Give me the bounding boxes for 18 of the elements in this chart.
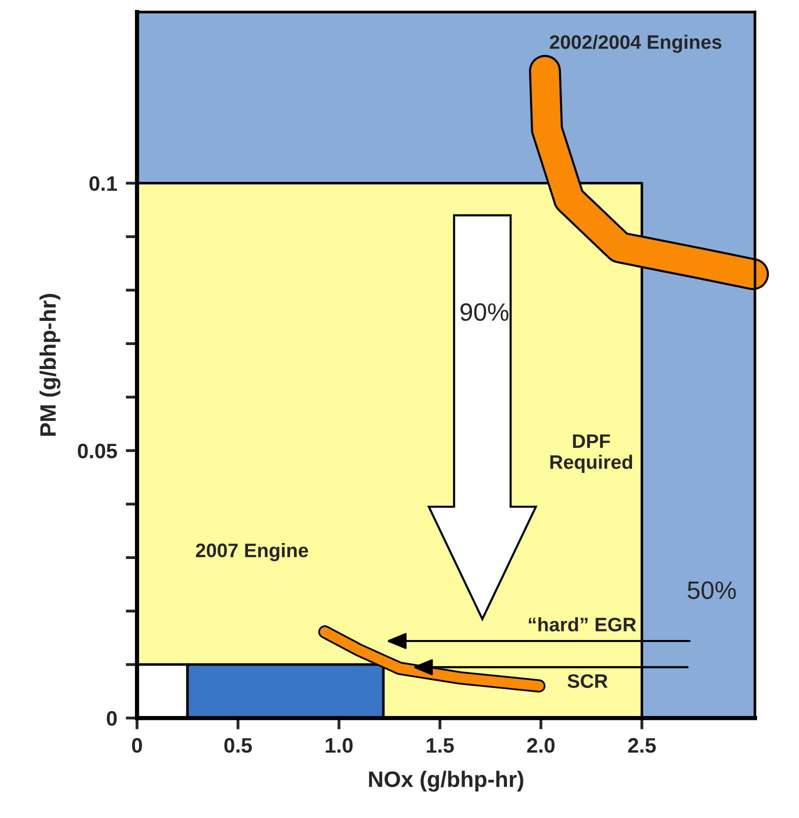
x-tick-label: 2.0 — [527, 738, 555, 753]
annotation: 90% — [460, 303, 508, 321]
annotation: SCR — [568, 674, 608, 688]
x-axis-title: NOx (g/bhp-hr) — [369, 770, 524, 792]
x-tick-label: 2.5 — [628, 738, 656, 753]
annotation: 50% — [688, 581, 736, 600]
x-tick-label: 1.0 — [326, 738, 353, 753]
y-tick-label: 0.05 — [78, 444, 118, 458]
y-tick-label: 0 — [106, 711, 117, 726]
annotation: DPF Required — [550, 434, 632, 473]
annotation: 2007 Engine — [196, 543, 308, 562]
annotation: 2002/2004 Engines — [550, 34, 722, 53]
x-tick-label: 0 — [132, 738, 142, 753]
y-axis-title: PM (g/bhp-hr) — [40, 294, 60, 436]
x-tick-label: 0.5 — [224, 738, 252, 753]
annotation: “hard” EGR — [528, 617, 636, 632]
x-tick-label: 1.5 — [426, 738, 454, 753]
y-tick-label: 0.1 — [89, 176, 118, 191]
